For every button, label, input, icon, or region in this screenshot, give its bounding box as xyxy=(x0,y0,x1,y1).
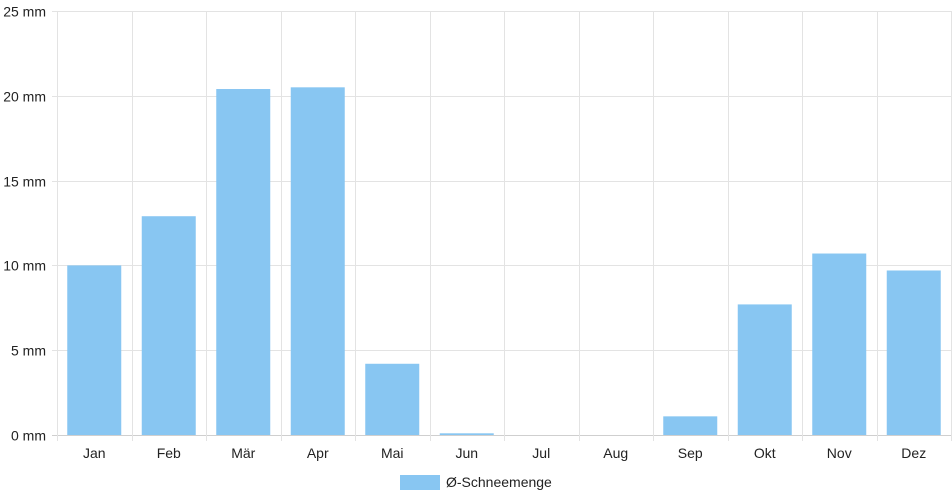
x-tick-label: Apr xyxy=(307,445,329,461)
bar-mär[interactable] xyxy=(216,89,271,436)
bar-mai[interactable] xyxy=(365,363,420,435)
y-tick-label: 20 mm xyxy=(3,89,46,105)
legend[interactable]: Ø-Schneemenge xyxy=(400,474,552,490)
x-tick-label: Aug xyxy=(603,445,628,461)
bar-dez[interactable] xyxy=(886,270,941,435)
x-tick-label: Jan xyxy=(83,445,106,461)
bar-jan[interactable] xyxy=(67,265,122,435)
x-tick-label: Feb xyxy=(157,445,181,461)
legend-label: Ø-Schneemenge xyxy=(446,474,552,490)
bar-jun[interactable] xyxy=(439,433,494,435)
x-tick-label: Sep xyxy=(678,445,703,461)
bars xyxy=(67,87,941,436)
x-tick-label: Jun xyxy=(455,445,478,461)
bar-okt[interactable] xyxy=(737,304,792,435)
x-axis: Jan Feb Mär Apr Mai Jun Jul Aug Sep Okt Nov Dez xyxy=(83,445,926,461)
bar-sep[interactable] xyxy=(663,416,718,435)
x-tick-label: Mai xyxy=(381,445,404,461)
bar-nov[interactable] xyxy=(812,253,867,435)
bar-apr[interactable] xyxy=(290,87,345,435)
y-tick-label: 10 mm xyxy=(3,258,46,274)
grid xyxy=(52,11,952,441)
y-tick-label: 25 mm xyxy=(3,4,46,20)
x-tick-label: Okt xyxy=(754,445,776,461)
y-tick-label: 15 mm xyxy=(3,174,46,190)
y-tick-label: 5 mm xyxy=(11,343,46,359)
y-axis: 0 mm 5 mm 10 mm 15 mm 20 mm 25 mm xyxy=(3,4,46,444)
x-tick-label: Nov xyxy=(827,445,852,461)
x-tick-label: Dez xyxy=(901,445,926,461)
bar-feb[interactable] xyxy=(141,216,196,435)
y-tick-label: 0 mm xyxy=(11,428,46,444)
legend-swatch xyxy=(400,475,440,490)
x-tick-label: Jul xyxy=(532,445,550,461)
x-tick-label: Mär xyxy=(231,445,255,461)
